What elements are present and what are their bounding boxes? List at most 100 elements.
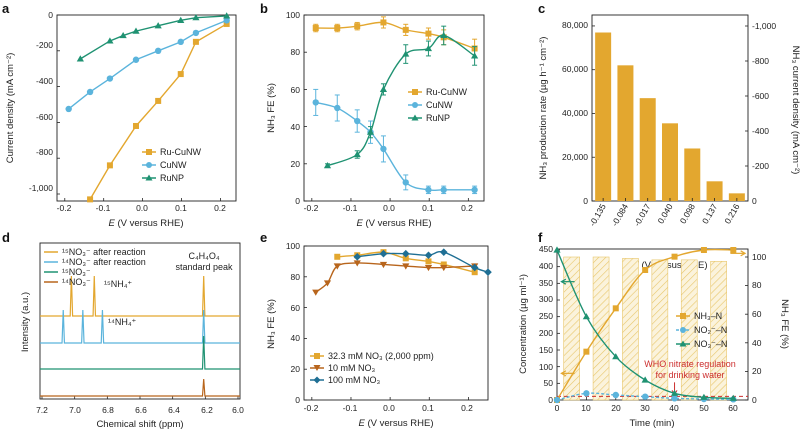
f-xtick-0: 0	[555, 403, 560, 413]
a-legend-runp: RuNP	[160, 173, 184, 183]
e-point-32mm-0	[334, 253, 341, 260]
c-ytick-60000: 60,000	[562, 64, 588, 74]
f-fe-bar-3	[651, 259, 669, 401]
f-ytick-50: 50	[544, 378, 554, 388]
f-y2tick-0: 0	[752, 395, 757, 405]
c-y2tick-1000: -1,000	[752, 21, 776, 31]
e-point-10mm-2	[333, 263, 341, 270]
panel-e-axes	[303, 245, 489, 401]
b-point-cunw-0	[312, 99, 319, 106]
d-ylabel: Intensity (a.u.)	[20, 292, 31, 352]
f-xtick-30: 30	[640, 403, 650, 413]
a-point-cunw-2	[106, 75, 114, 82]
c-y2tick-800: -800	[752, 56, 769, 66]
c-y2tick-600: -600	[752, 91, 769, 101]
d-xtick-68: 6.8	[102, 405, 114, 415]
b-xtick-02: 0.2	[461, 203, 473, 213]
a-point-runp-0	[76, 55, 84, 62]
f-ytick-200: 200	[539, 328, 553, 338]
e-legend-marker-10mm	[313, 365, 321, 371]
a-ytick-200: -200	[36, 40, 53, 50]
a-ytick-400: -400	[36, 76, 53, 86]
e-point-100mm-4	[439, 248, 448, 256]
a-point-cunw-6	[192, 29, 200, 37]
d-ann-std1: C₄H₄O₄	[188, 251, 219, 261]
a-point-runp-4	[154, 22, 162, 29]
b-ytick-100: 100	[286, 10, 300, 20]
e-legend-marker-32mm	[314, 353, 320, 359]
c-xtick-6: 0.216	[722, 202, 741, 226]
b-line-cunw	[315, 101, 475, 192]
panel-c-xticks: -0.135 -0.084 -0.017 0.040 0.098 0.137 0.216	[587, 202, 742, 228]
f-ylabel: Concentration (µg ml⁻¹)	[518, 274, 529, 374]
c-ytick-20000: 20,000	[562, 152, 588, 162]
d-xlabel: Chemical shift (ppm)	[96, 419, 183, 430]
panel-e-plot	[304, 245, 492, 401]
d-legend-14after: ¹⁴NO₃⁻ after reaction	[62, 257, 146, 267]
d-ann-std2: standard peak	[175, 262, 233, 272]
a-legend-marker-cunw	[146, 162, 152, 168]
f-point-nh3-5	[700, 247, 707, 253]
e-point-10mm-0	[312, 289, 320, 296]
c-bar-4	[684, 148, 701, 201]
b-point-cunw-1	[334, 104, 341, 112]
panel-f-legend: NH₃–N NO₂⁻–N NO₃⁻–N	[676, 311, 727, 349]
f-point-no2-0	[553, 396, 561, 404]
c-y2tick-200: -200	[752, 161, 769, 171]
panel-f-y2ticks: 0 20 40 60 80 100	[752, 252, 766, 405]
f-axis-arrowhead-left-green	[560, 278, 567, 285]
f-fe-bar-5	[710, 260, 727, 401]
e-xtick-02: 0.2	[461, 403, 473, 413]
e-point-100mm-2	[401, 249, 410, 258]
c-bar-3	[662, 123, 678, 201]
e-point-10mm-1	[323, 280, 332, 287]
f-point-no2-2	[612, 391, 619, 399]
f-legend-marker-no3	[679, 340, 687, 347]
b-point-rucunw-0	[312, 25, 319, 32]
a-legend-cunw: CuNW	[160, 160, 187, 170]
panel-d-legend: ¹⁵NO₃⁻ after reaction ¹⁴NO₃⁻ after react…	[44, 247, 146, 287]
c-bar-0	[595, 32, 612, 201]
panel-a-letter: a	[2, 1, 10, 16]
b-xlabel: E (V versus RHE)	[357, 218, 432, 229]
panel-b-legend: Ru-CuNW CuNW RuNP	[408, 87, 468, 123]
a-ylabel: Current density (mA cm⁻²)	[5, 53, 16, 164]
panel-a-plot	[57, 12, 231, 203]
e-ytick-20: 20	[291, 364, 301, 374]
panel-c-y2ticks: 0 -200 -400 -600 -800 -1,000	[752, 21, 776, 206]
f-legend-no2: NO₂⁻–N	[694, 325, 727, 335]
panel-a-xticks: -0.2 -0.1 0.0 0.1 0.2	[57, 203, 227, 213]
panel-f: f 0 50 100 150 200 250 300 350 400 450 0…	[518, 230, 790, 429]
e-xtick-m01: -0.1	[343, 403, 358, 413]
f-point-no3-2	[612, 353, 620, 360]
a-point-cunw-0	[65, 105, 72, 113]
panel-b-plot	[304, 14, 479, 202]
panel-e-yticks: 0 20 40 60 80 100	[286, 241, 300, 405]
b-point-cunw-8	[471, 186, 478, 194]
panel-a-legend: Ru-CuNW CuNW RuNP	[142, 147, 202, 183]
b-xtick-01: 0.1	[422, 203, 434, 213]
a-point-rucunw-6	[223, 20, 230, 27]
a-point-rucunw-3	[155, 97, 162, 104]
e-point-100mm-1	[379, 249, 388, 258]
panel-b-letter: b	[260, 1, 268, 16]
f-point-nh3-3	[642, 267, 649, 273]
a-point-rucunw-5	[192, 38, 199, 45]
e-legend-100mm: 100 mM NO₃	[328, 375, 381, 385]
f-ytick-300: 300	[539, 294, 553, 304]
d-legend-14: ¹⁴NO₃⁻	[62, 277, 91, 287]
f-point-no3-0	[553, 246, 561, 253]
f-xlabel: Time (min)	[629, 418, 674, 429]
c-ylabel2: NH₃ current density (mA cm⁻²)	[790, 46, 800, 175]
c-bar-6	[728, 193, 745, 201]
a-point-cunw-1	[86, 88, 94, 96]
a-point-rucunw-2	[132, 122, 139, 129]
d-spectrum-14after	[40, 309, 240, 344]
f-y2tick-20: 20	[752, 366, 762, 376]
f-y2tick-60: 60	[752, 309, 762, 319]
e-point-32mm-5	[440, 261, 447, 268]
b-point-runp-6	[440, 31, 448, 39]
e-point-10mm-5	[402, 263, 410, 270]
panel-c-letter: c	[538, 1, 545, 16]
panel-d-plot	[40, 275, 240, 399]
